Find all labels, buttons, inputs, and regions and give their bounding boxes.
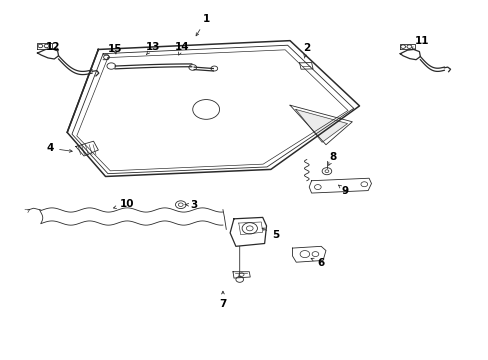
Text: 15: 15 — [108, 45, 122, 54]
Text: 6: 6 — [310, 258, 324, 268]
Text: 5: 5 — [262, 228, 279, 240]
Text: 9: 9 — [338, 185, 348, 195]
Text: 14: 14 — [175, 42, 189, 55]
Text: 2: 2 — [303, 43, 310, 58]
Polygon shape — [295, 109, 347, 142]
Text: 13: 13 — [146, 42, 161, 54]
Text: 4: 4 — [47, 143, 72, 153]
Text: 11: 11 — [411, 36, 428, 50]
Text: 3: 3 — [184, 200, 198, 210]
Text: 1: 1 — [196, 14, 209, 36]
Text: 7: 7 — [219, 291, 226, 309]
Text: 8: 8 — [328, 152, 336, 165]
Text: 12: 12 — [45, 42, 60, 51]
Text: 10: 10 — [113, 199, 134, 209]
